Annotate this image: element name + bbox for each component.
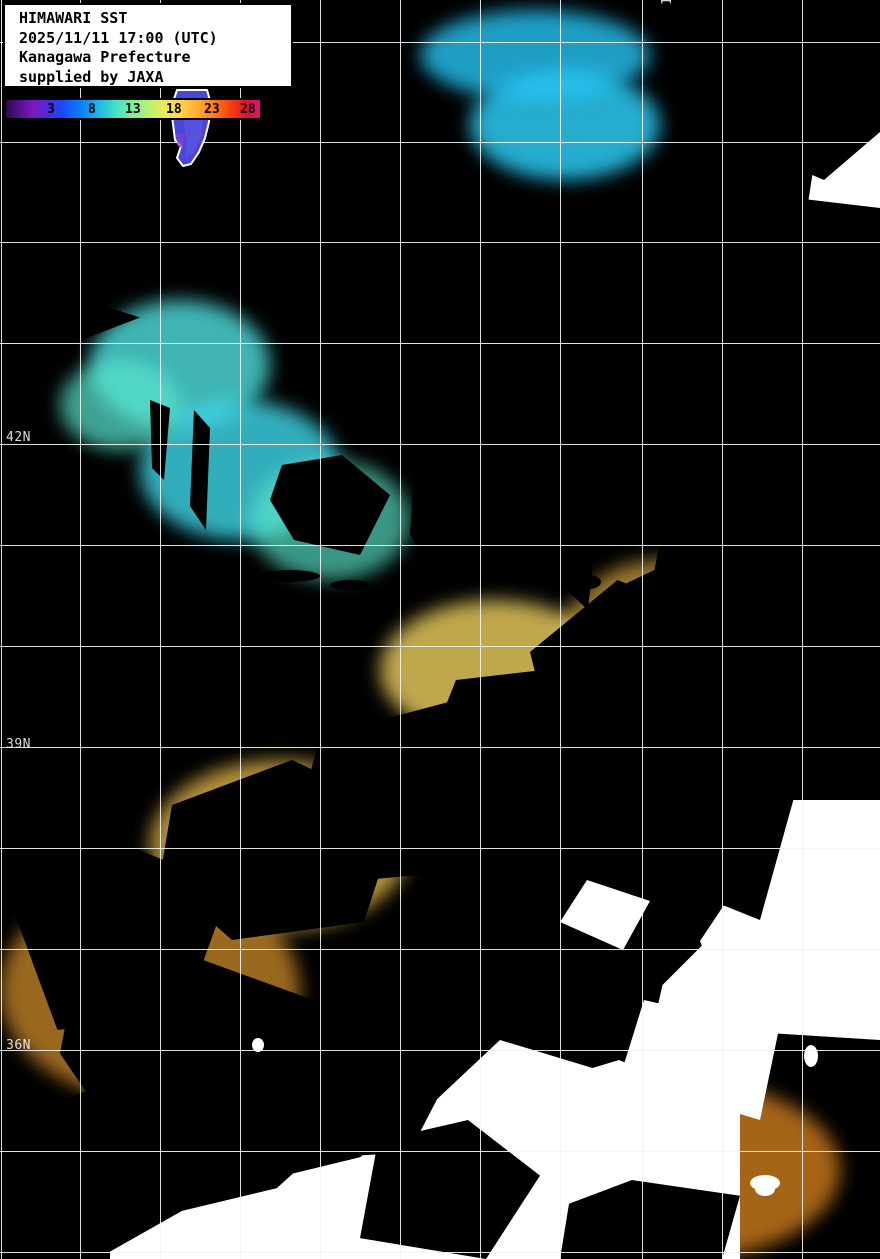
land-mask xyxy=(252,1038,264,1052)
gridline-longitude xyxy=(80,0,81,1259)
gridline-longitude xyxy=(160,0,161,1259)
gridline-latitude xyxy=(0,848,880,849)
colorbar-tick-23: 23 xyxy=(204,102,220,117)
title-line-region: Kanagawa Prefecture xyxy=(19,48,191,66)
cloud-mask xyxy=(80,600,125,614)
sst-colorbar: 3 8 13 18 23 28 xyxy=(4,98,262,120)
colorbar-tick-18: 18 xyxy=(166,102,182,117)
cloud-mask xyxy=(330,580,370,590)
gridline-longitude xyxy=(560,0,561,1259)
cloud-mask xyxy=(520,232,542,244)
gridline-latitude xyxy=(0,42,880,43)
land-mask xyxy=(755,1182,775,1196)
title-line-timestamp: 2025/11/11 17:00 (UTC) xyxy=(19,28,218,47)
gridline-latitude xyxy=(0,242,880,243)
gridline-longitude xyxy=(1,0,2,1259)
gridline-latitude xyxy=(0,646,880,647)
title-line-source: supplied by JAXA xyxy=(19,67,164,86)
gridline-longitude-138e xyxy=(642,0,643,1259)
colorbar-gradient xyxy=(6,100,260,118)
gridline-longitude xyxy=(722,0,723,1259)
gridline-longitude xyxy=(400,0,401,1259)
cloud-mask xyxy=(260,570,320,582)
gridline-latitude xyxy=(0,949,880,950)
cool-pocket xyxy=(420,10,650,100)
gridline-latitude xyxy=(0,1151,880,1152)
colorbar-tick-8: 8 xyxy=(88,102,96,117)
lat-label-42n: 42N xyxy=(6,430,31,445)
title-line-product: HIMAWARI SST xyxy=(19,9,128,27)
colorbar-tick-28: 28 xyxy=(240,102,256,117)
gridline-longitude xyxy=(320,0,321,1259)
gridline-longitude xyxy=(802,0,803,1259)
gridline-latitude xyxy=(0,343,880,344)
gridline-longitude xyxy=(240,0,241,1259)
gridline-longitude xyxy=(480,0,481,1259)
colorbar-tick-3: 3 xyxy=(47,102,55,117)
gridline-latitude xyxy=(0,747,880,748)
cloud-mask xyxy=(468,268,486,278)
cloud-mask xyxy=(855,605,873,615)
gridline-latitude-42n xyxy=(0,444,880,445)
gridline-latitude xyxy=(0,1252,880,1253)
lat-label-39n: 39N xyxy=(6,737,31,752)
land-mask xyxy=(804,1045,818,1067)
title-legend-box: HIMAWARI SST 2025/11/11 17:00 (UTC) Kana… xyxy=(3,3,293,88)
gridline-latitude-36n xyxy=(0,1050,880,1051)
colorbar-tick-13: 13 xyxy=(125,102,141,117)
cloud-mask xyxy=(575,575,601,589)
lon-label-138e: 138E xyxy=(660,0,675,5)
cloud-mask xyxy=(100,740,130,750)
gridline-latitude xyxy=(0,545,880,546)
cloud-mask xyxy=(190,410,210,530)
lat-label-36n: 36N xyxy=(6,1038,31,1053)
gridline-latitude xyxy=(0,142,880,143)
